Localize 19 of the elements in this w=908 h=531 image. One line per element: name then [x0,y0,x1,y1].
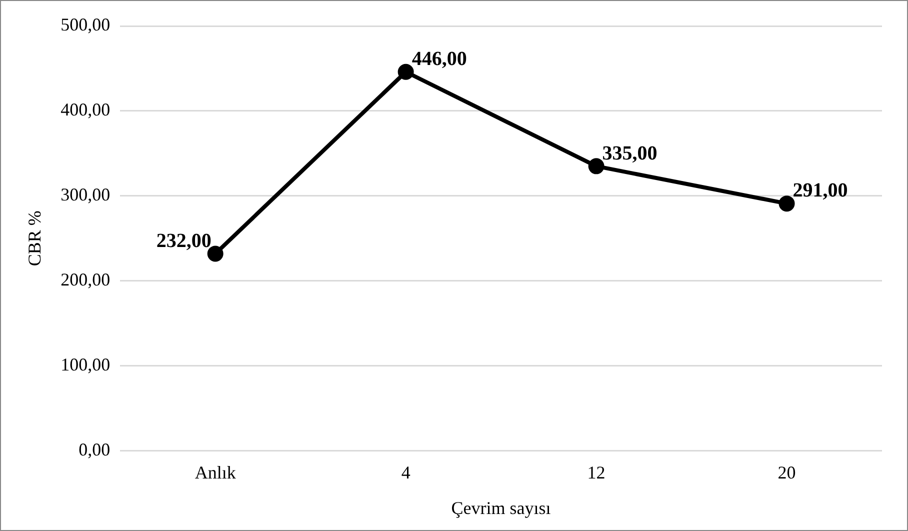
x-tick-label: 4 [401,462,410,482]
x-tick-label: 12 [587,462,606,482]
x-tick-label: 20 [778,462,796,482]
x-axis-title: Çevrim sayısı [451,498,551,518]
y-axis-title: CBR % [24,210,45,266]
y-tick-label: 200,00 [60,270,110,290]
data-label: 446,00 [412,48,467,70]
y-tick-label: 400,00 [60,100,110,120]
data-label: 291,00 [792,180,848,202]
y-tick-label: 300,00 [60,184,110,205]
point [588,158,604,174]
y-tick-label: 100,00 [60,354,110,375]
data-label: 335,00 [602,142,658,164]
x-tick-label: Anlık [194,462,236,482]
data-label: 232,00 [156,230,212,252]
y-tick-label: 500,00 [60,14,110,35]
point [778,196,795,212]
point [398,64,414,80]
y-tick-label: 0,00 [78,440,110,460]
